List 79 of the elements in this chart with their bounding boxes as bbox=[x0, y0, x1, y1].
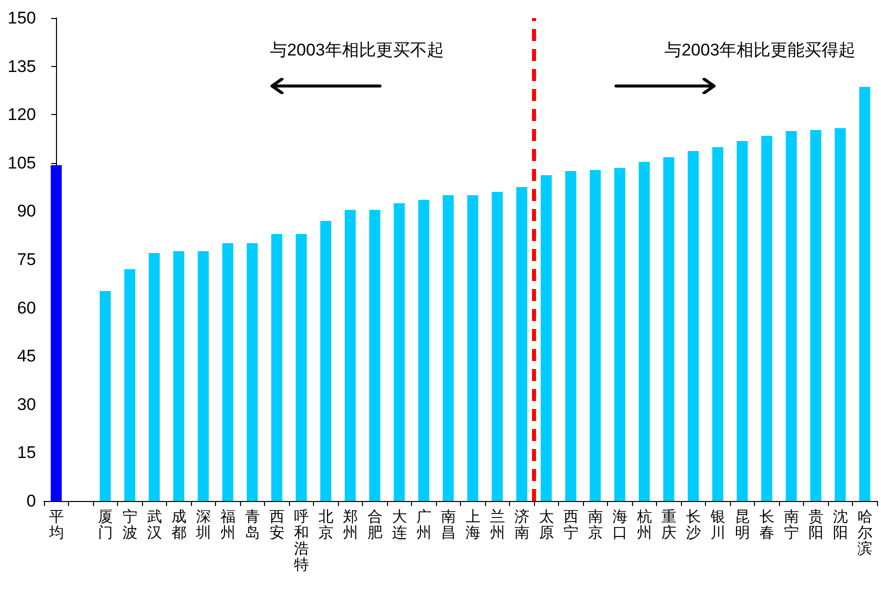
y-tick-label: 105 bbox=[8, 153, 36, 172]
bar bbox=[834, 128, 846, 501]
x-tick-label: 深圳 bbox=[194, 508, 211, 542]
bar bbox=[148, 253, 160, 501]
x-tick-label: 成都 bbox=[171, 508, 186, 542]
x-tick-label: 沈阳 bbox=[832, 508, 848, 542]
bar bbox=[344, 210, 356, 501]
y-tick-label: 90 bbox=[17, 202, 36, 221]
x-tick-label: 银川 bbox=[709, 508, 726, 542]
bar bbox=[859, 86, 870, 501]
x-tick-label: 福州 bbox=[220, 508, 236, 542]
bar bbox=[271, 234, 282, 501]
y-tick-label: 135 bbox=[8, 56, 36, 76]
y-tick-label: 120 bbox=[8, 105, 36, 124]
bar bbox=[712, 147, 724, 501]
y-tick-label: 150 bbox=[8, 8, 36, 28]
x-tick-label: 平均 bbox=[48, 508, 64, 542]
x-tick-label: 长春 bbox=[759, 508, 774, 542]
y-tick-label: 15 bbox=[17, 443, 36, 462]
annotation: 与2003年相比更能买得起 bbox=[664, 40, 856, 60]
x-tick-label: 海口 bbox=[612, 508, 628, 542]
bar bbox=[736, 141, 748, 501]
x-tick-label: 杭州 bbox=[636, 508, 652, 542]
x-tick-label: 西安 bbox=[269, 508, 284, 542]
y-tick-label: 45 bbox=[17, 346, 36, 366]
x-tick-label: 长沙 bbox=[686, 508, 701, 542]
x-tick-label: 广州 bbox=[416, 508, 432, 542]
x-tick-label: 南昌 bbox=[440, 508, 456, 542]
x-tick-label: 郑州 bbox=[342, 508, 358, 542]
y-tick-label: 30 bbox=[17, 394, 36, 414]
bar bbox=[810, 130, 822, 501]
y-tick-label: 60 bbox=[17, 298, 36, 318]
bar bbox=[688, 150, 699, 501]
x-tick-label: 武汉 bbox=[146, 508, 162, 542]
bar bbox=[173, 251, 184, 501]
bar bbox=[638, 162, 650, 501]
x-tick-label: 太原 bbox=[538, 508, 554, 542]
bar bbox=[614, 168, 626, 501]
bar bbox=[540, 175, 552, 501]
annotation: 与2003年相比更买不起 bbox=[270, 40, 444, 60]
bar bbox=[246, 243, 258, 501]
x-tick-label: 济南 bbox=[514, 508, 530, 542]
bar bbox=[565, 170, 576, 501]
bar bbox=[394, 203, 405, 501]
x-tick-label: 兰州 bbox=[490, 508, 505, 542]
bar bbox=[492, 192, 503, 501]
x-tick-label: 呼和浩特 bbox=[294, 508, 309, 574]
bar bbox=[320, 220, 332, 501]
bar bbox=[100, 291, 111, 501]
x-tick-label: 昆明 bbox=[734, 508, 750, 542]
bar bbox=[516, 187, 528, 501]
bar bbox=[467, 195, 478, 501]
x-tick-label: 哈尔滨 bbox=[857, 508, 872, 558]
x-tick-label: 青岛 bbox=[244, 508, 260, 542]
x-tick-label: 厦门 bbox=[98, 508, 113, 542]
x-tick-label: 贵阳 bbox=[808, 508, 824, 542]
bar bbox=[124, 269, 136, 501]
x-tick-label: 宁波 bbox=[122, 508, 138, 542]
x-tick-label: 大连 bbox=[392, 508, 407, 542]
bar bbox=[50, 165, 62, 501]
bar bbox=[590, 170, 601, 501]
x-tick-label: 西宁 bbox=[563, 508, 578, 542]
bar bbox=[222, 243, 234, 501]
x-tick-label: 北京 bbox=[318, 508, 334, 542]
bar bbox=[296, 234, 307, 501]
x-tick-label: 上海 bbox=[465, 508, 480, 542]
bar bbox=[786, 131, 797, 501]
x-tick-label: 南京 bbox=[588, 508, 603, 542]
x-tick-label: 南宁 bbox=[784, 508, 799, 542]
bar bbox=[369, 210, 380, 501]
bar bbox=[418, 200, 430, 501]
bar bbox=[198, 251, 209, 501]
bar bbox=[442, 195, 454, 501]
x-tick-label: 合肥 bbox=[367, 508, 382, 542]
y-tick-label: 0 bbox=[26, 492, 36, 510]
bar bbox=[761, 136, 772, 501]
y-tick-label: 75 bbox=[17, 250, 36, 269]
x-tick-label: 重庆 bbox=[661, 508, 676, 542]
bar bbox=[663, 157, 674, 501]
